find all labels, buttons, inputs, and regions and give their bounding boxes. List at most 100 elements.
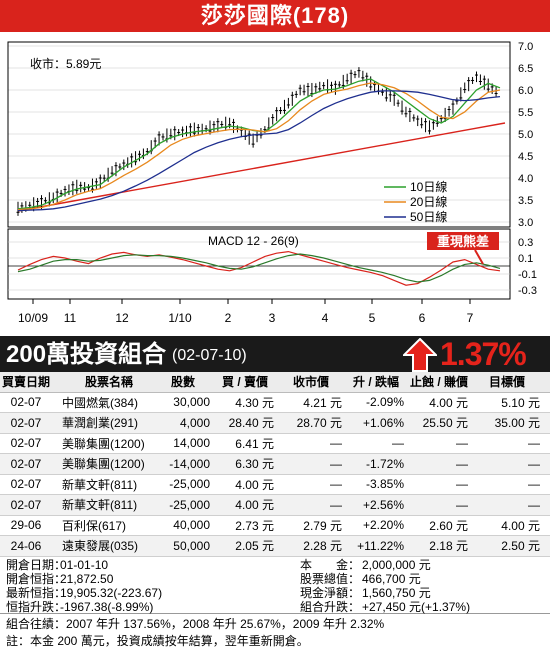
- track-record: 組合往績：2007 年升 137.56%，2008 年升 25.67%，2009…: [6, 617, 385, 631]
- summary-item: 開倉恒指：21,872.50: [6, 572, 162, 586]
- summary-value: 466,700 元: [362, 572, 421, 586]
- stock-title: 莎莎國際(178): [0, 0, 550, 32]
- table-cell: +2.56%: [348, 494, 410, 516]
- col-header: 股數: [156, 372, 216, 393]
- table-cell: 50,000: [156, 535, 216, 557]
- col-header: 買 / 賣價: [216, 372, 280, 393]
- summary-value: 21,872.50: [60, 572, 114, 586]
- table-row: 02-07 新華文軒(811) -25,000 4.00 元 — +2.56% — —: [0, 494, 550, 516]
- summary-value: 19,905.32(-223.67): [60, 586, 163, 600]
- x-tick-label: 10/09: [18, 311, 48, 325]
- x-tick-label: 4: [322, 311, 329, 325]
- table-cell: —: [474, 474, 550, 495]
- table-cell: -25,000: [156, 494, 216, 516]
- table-cell: 14,000: [156, 433, 216, 454]
- table-row: 02-07 中國燃氣(384) 30,000 4.30 元 4.21 元 -2.09% 4.…: [0, 392, 550, 413]
- table-cell: 29-06: [0, 515, 52, 536]
- table-cell: 4.00 元: [474, 515, 550, 536]
- summary-key: 組合升跌：: [300, 600, 361, 614]
- summary-value: +27,450 元(+1.37%): [362, 600, 471, 614]
- summary-key: 最新恒指：: [6, 586, 67, 600]
- ma-line: [17, 82, 501, 211]
- table-cell: +2.20%: [348, 515, 410, 536]
- table-cell: —: [474, 453, 550, 475]
- table-cell: 中國燃氣(384): [52, 392, 156, 413]
- summary-item: 本 金： 2,000,000 元: [300, 558, 470, 572]
- macd-y-tick-label: -0.1: [518, 269, 537, 281]
- summary-item: 恒指升跌：-1967.38(-8.99%): [6, 600, 162, 614]
- table-cell: 美聯集團(1200): [52, 433, 156, 454]
- table-cell: —: [410, 453, 474, 475]
- col-header: 止蝕 / 賺價: [410, 372, 474, 393]
- portfolio-date: (02-07-10): [172, 347, 247, 364]
- notes: 組合往績：2007 年升 137.56%，2008 年升 25.67%，2009…: [6, 616, 384, 650]
- x-tick-label: 3: [269, 311, 276, 325]
- table-cell: 4.00 元: [216, 474, 280, 495]
- table-row: 02-07 美聯集團(1200) 14,000 6.41 元 — — — —: [0, 433, 550, 454]
- col-header: 目標價: [474, 372, 550, 393]
- macd-line: [17, 250, 501, 286]
- table-cell: 02-07: [0, 453, 52, 475]
- table-cell: 4.30 元: [216, 392, 280, 413]
- table-header-row: 買賣日期 股票名稱 股數 買 / 賣價 收市價 升 / 跌幅 止蝕 / 賺價 目…: [0, 372, 550, 393]
- table-cell: 新華文軒(811): [52, 494, 156, 516]
- y-tick-label: 5.5: [518, 107, 533, 119]
- summary-key: 本 金：: [300, 558, 361, 572]
- table-cell: 40,000: [156, 515, 216, 536]
- portfolio-return: 1.37%: [440, 336, 527, 372]
- portfolio-title: 200萬投資組合: [6, 341, 167, 368]
- table-cell: 4.00 元: [216, 494, 280, 516]
- table-cell: —: [280, 433, 348, 454]
- table-row: 29-06 百利保(617) 40,000 2.73 元 2.79 元 +2.20% 2.6…: [0, 515, 550, 536]
- table-cell: —: [410, 433, 474, 454]
- summary-value: -1967.38(-8.99%): [60, 600, 154, 614]
- price-chart: 7.0 6.5 6.0 5.5 5.0 4.5 4.0 3.5 3.0 0.3 0.1 -0.1 -0.…: [0, 32, 550, 336]
- table-cell: 02-07: [0, 474, 52, 495]
- close-price-label: 收市：5.89元: [30, 56, 101, 71]
- table-cell: 5.10 元: [474, 392, 550, 413]
- table-cell: 30,000: [156, 392, 216, 413]
- table-row: 02-07 新華文軒(811) -25,000 4.00 元 — -3.85% — —: [0, 474, 550, 495]
- table-cell: —: [410, 474, 474, 495]
- macd-y-tick-label: 0.3: [518, 237, 533, 249]
- table-cell: -3.85%: [348, 474, 410, 495]
- y-tick-label: 7.0: [518, 41, 533, 53]
- table-cell: —: [348, 433, 410, 454]
- table-cell: 2.18 元: [410, 535, 474, 557]
- table-cell: -14,000: [156, 453, 216, 475]
- table-cell: 02-07: [0, 412, 52, 434]
- x-tick-label: 5: [369, 311, 376, 325]
- table-cell: 新華文軒(811): [52, 474, 156, 495]
- table-cell: —: [474, 494, 550, 516]
- x-tick-label: 7: [467, 311, 474, 325]
- table-cell: —: [280, 453, 348, 475]
- price-panel-frame: [7, 41, 511, 228]
- signal-line: [17, 253, 501, 283]
- table-cell: 華潤創業(291): [52, 412, 156, 434]
- table-cell: 02-07: [0, 392, 52, 413]
- up-arrow-icon: [403, 338, 437, 372]
- summary-item: 組合升跌： +27,450 元(+1.37%): [300, 600, 470, 614]
- table-cell: 25.50 元: [410, 412, 474, 434]
- summary-key: 開倉日期：: [6, 558, 67, 572]
- macd-label: MACD 12 - 26(9): [208, 234, 299, 248]
- annotation-text: 重現熊差: [437, 234, 489, 249]
- y-tick-label: 6.0: [518, 85, 533, 97]
- table-cell: 4,000: [156, 412, 216, 434]
- table-cell: 02-07: [0, 433, 52, 454]
- summary-value: 2,000,000 元: [362, 558, 431, 572]
- table-cell: -1.72%: [348, 453, 410, 475]
- table-cell: 02-07: [0, 494, 52, 516]
- summary-key: 現金淨額：: [300, 586, 361, 600]
- summary-value: 1,560,750 元: [362, 586, 431, 600]
- table-row: 02-07 美聯集團(1200) -14,000 6.30 元 — -1.72% — —: [0, 453, 550, 475]
- table-cell: +1.06%: [348, 412, 410, 434]
- table-cell: 遠東發展(035): [52, 535, 156, 557]
- table-cell: -25,000: [156, 474, 216, 495]
- summary-key: 開倉恒指：: [6, 572, 67, 586]
- table-cell: 24-06: [0, 535, 52, 557]
- table-cell: -2.09%: [348, 392, 410, 413]
- y-tick-label: 5.0: [518, 129, 533, 141]
- table-cell: 28.70 元: [280, 412, 348, 434]
- y-tick-label: 3.0: [518, 217, 533, 229]
